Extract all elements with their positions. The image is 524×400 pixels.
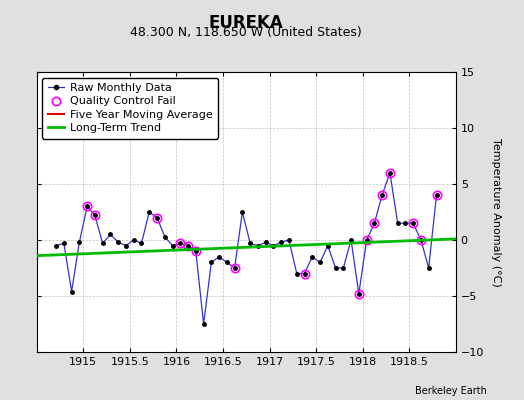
Text: EUREKA: EUREKA [209, 14, 283, 32]
Legend: Raw Monthly Data, Quality Control Fail, Five Year Moving Average, Long-Term Tren: Raw Monthly Data, Quality Control Fail, … [42, 78, 219, 139]
Y-axis label: Temperature Anomaly (°C): Temperature Anomaly (°C) [491, 138, 501, 286]
Text: Berkeley Earth: Berkeley Earth [416, 386, 487, 396]
Text: 48.300 N, 118.650 W (United States): 48.300 N, 118.650 W (United States) [130, 26, 362, 39]
